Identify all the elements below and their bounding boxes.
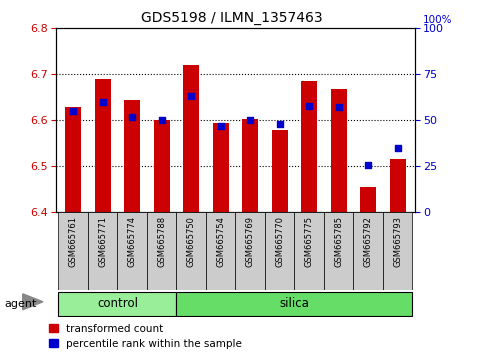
Text: GSM665770: GSM665770	[275, 216, 284, 267]
Bar	[213, 123, 229, 212]
FancyBboxPatch shape	[58, 212, 88, 290]
Text: GSM665785: GSM665785	[334, 216, 343, 267]
Bar	[301, 81, 317, 212]
Bar	[95, 79, 111, 212]
Point	[99, 99, 107, 105]
Text: GSM665750: GSM665750	[187, 216, 196, 267]
Text: GSM665775: GSM665775	[305, 216, 313, 267]
FancyBboxPatch shape	[295, 212, 324, 290]
Bar	[390, 160, 406, 212]
Bar	[65, 107, 81, 212]
Bar	[330, 89, 347, 212]
Text: GSM665788: GSM665788	[157, 216, 166, 267]
Legend: transformed count, percentile rank within the sample: transformed count, percentile rank withi…	[49, 324, 242, 349]
Point	[158, 118, 166, 123]
FancyBboxPatch shape	[117, 212, 147, 290]
Text: agent: agent	[5, 298, 37, 309]
FancyBboxPatch shape	[176, 212, 206, 290]
Point	[394, 145, 401, 151]
Text: 100%: 100%	[423, 15, 452, 25]
Point	[246, 118, 254, 123]
FancyBboxPatch shape	[265, 212, 295, 290]
Text: control: control	[97, 297, 138, 310]
FancyBboxPatch shape	[206, 212, 236, 290]
Text: GDS5198 / ILMN_1357463: GDS5198 / ILMN_1357463	[141, 11, 323, 25]
Point	[187, 93, 195, 99]
Text: GSM665771: GSM665771	[98, 216, 107, 267]
FancyBboxPatch shape	[354, 212, 383, 290]
FancyBboxPatch shape	[324, 212, 354, 290]
Text: GSM665754: GSM665754	[216, 216, 225, 267]
Bar	[360, 187, 376, 212]
Point	[335, 105, 342, 110]
Text: silica: silica	[280, 297, 310, 310]
Bar	[124, 100, 141, 212]
Bar	[154, 120, 170, 212]
Point	[364, 162, 372, 167]
FancyBboxPatch shape	[383, 212, 412, 290]
Bar	[271, 130, 288, 212]
Point	[128, 114, 136, 120]
Text: GSM665761: GSM665761	[69, 216, 78, 267]
Point	[276, 121, 284, 127]
Bar	[183, 65, 199, 212]
FancyBboxPatch shape	[58, 292, 176, 315]
FancyBboxPatch shape	[176, 292, 412, 315]
FancyBboxPatch shape	[147, 212, 176, 290]
Text: GSM665793: GSM665793	[393, 216, 402, 267]
Bar	[242, 119, 258, 212]
FancyBboxPatch shape	[88, 212, 117, 290]
FancyBboxPatch shape	[236, 212, 265, 290]
Point	[305, 103, 313, 108]
Text: GSM665792: GSM665792	[364, 216, 373, 267]
Point	[217, 123, 225, 129]
Polygon shape	[23, 294, 43, 310]
Text: GSM665769: GSM665769	[246, 216, 255, 267]
Point	[70, 108, 77, 114]
Text: GSM665774: GSM665774	[128, 216, 137, 267]
